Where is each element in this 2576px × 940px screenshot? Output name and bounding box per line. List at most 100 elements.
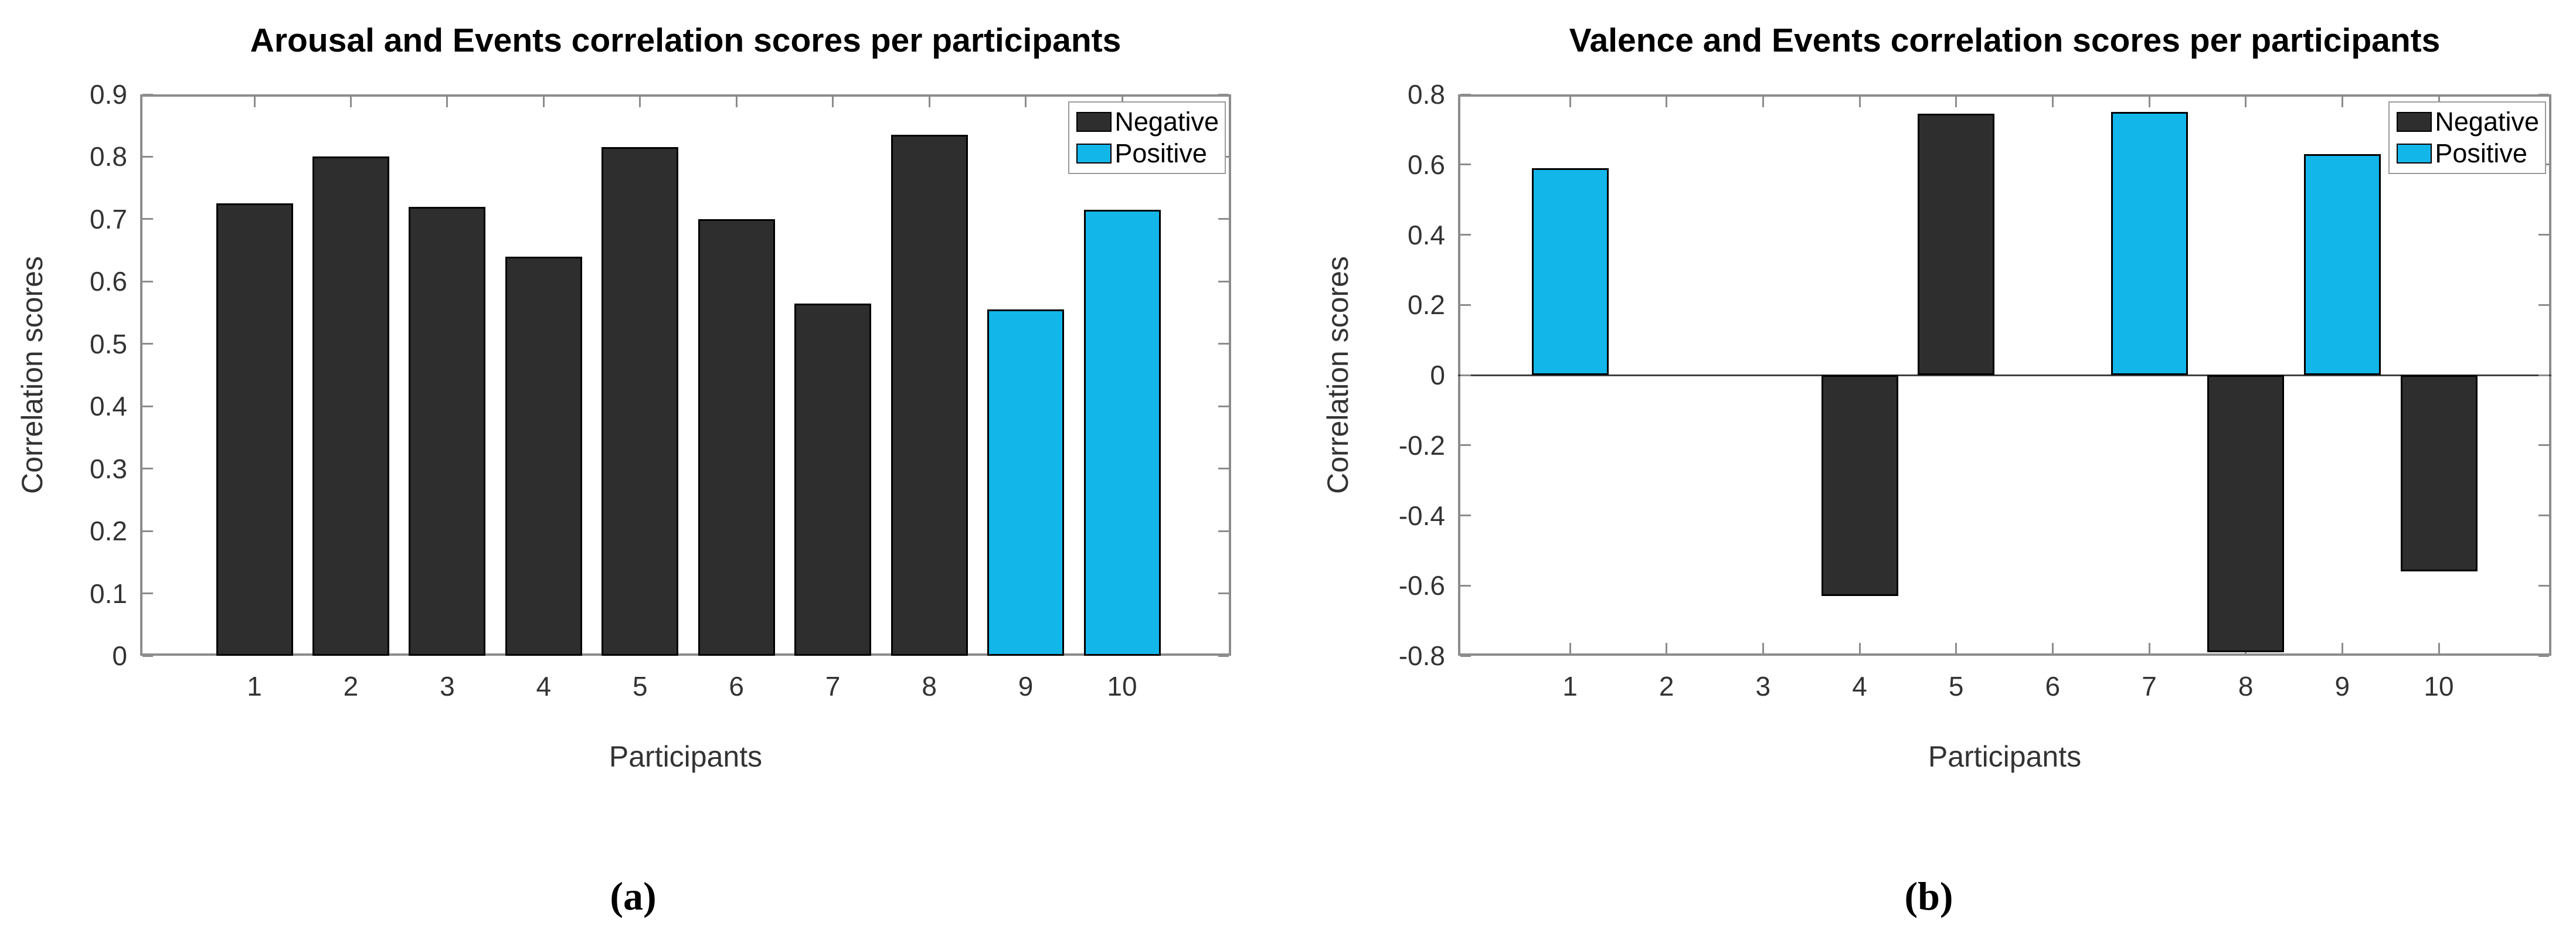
y-tick-left bbox=[1460, 234, 1471, 236]
bar-participant-5 bbox=[1918, 113, 1995, 375]
x-tick-label: 5 bbox=[1948, 671, 1964, 701]
y-tick-left bbox=[142, 405, 153, 407]
x-tick-top bbox=[253, 97, 256, 107]
y-tick-left bbox=[1460, 584, 1471, 587]
bar-participant-8 bbox=[2207, 375, 2285, 652]
x-tick-label: 7 bbox=[2142, 671, 2157, 701]
x-tick-top bbox=[1762, 97, 1764, 107]
x-tick-label: 9 bbox=[2334, 671, 2350, 701]
panel-b-xlabel: Participants bbox=[1928, 740, 2082, 773]
x-tick-top bbox=[446, 97, 448, 107]
y-tick-left bbox=[142, 343, 153, 345]
y-tick-left bbox=[142, 530, 153, 532]
x-tick-top bbox=[2051, 97, 2054, 107]
legend-swatch-positive bbox=[2397, 144, 2432, 164]
x-tick-label: 6 bbox=[2045, 671, 2061, 701]
x-tick-label: 10 bbox=[2424, 671, 2454, 701]
x-tick-top bbox=[639, 97, 641, 107]
legend-swatch-negative bbox=[1076, 112, 1112, 132]
x-tick-bottom bbox=[1858, 643, 1861, 653]
zero-line bbox=[1458, 374, 2551, 376]
bar-participant-9 bbox=[2303, 154, 2381, 375]
y-tick-left bbox=[1460, 374, 1471, 376]
bar-participant-5 bbox=[601, 147, 679, 656]
x-tick-label: 5 bbox=[632, 671, 648, 701]
bar-participant-10 bbox=[1083, 209, 1161, 656]
bar-participant-9 bbox=[987, 309, 1065, 656]
legend-item: Positive bbox=[1076, 139, 1219, 168]
y-tick-right bbox=[1218, 468, 1229, 470]
legend-label: Positive bbox=[2435, 138, 2527, 168]
legend: Negative Positive bbox=[1068, 101, 1226, 174]
y-tick-label: 0.4 bbox=[1408, 219, 1445, 250]
legend-label: Positive bbox=[1114, 138, 1207, 168]
y-tick-label: 0.7 bbox=[90, 203, 127, 234]
x-tick-bottom bbox=[2148, 643, 2150, 653]
y-tick-left bbox=[1460, 515, 1471, 516]
y-tick-right bbox=[1218, 218, 1229, 220]
axis-spine-bottom bbox=[140, 653, 1231, 656]
y-tick-label: -0.2 bbox=[1398, 430, 1445, 461]
x-tick-label: 8 bbox=[2238, 671, 2254, 701]
panel-b-ylabel: Correlation scores bbox=[1321, 256, 1354, 494]
x-tick-bottom bbox=[2051, 643, 2054, 653]
legend-label: Negative bbox=[1114, 107, 1219, 137]
bar-participant-8 bbox=[891, 135, 968, 656]
x-tick-bottom bbox=[2341, 643, 2343, 653]
x-tick-label: 1 bbox=[1562, 671, 1578, 701]
x-tick-label: 2 bbox=[1659, 671, 1674, 701]
legend-item: Negative bbox=[1076, 108, 1219, 136]
x-tick-label: 3 bbox=[440, 671, 455, 701]
y-tick-label: 0.9 bbox=[90, 79, 127, 110]
y-tick-label: 0.5 bbox=[90, 328, 127, 359]
x-tick-top bbox=[2341, 97, 2343, 107]
y-tick-label: 0.4 bbox=[90, 391, 127, 422]
y-tick-left bbox=[142, 155, 153, 158]
x-tick-bottom bbox=[1762, 643, 1764, 653]
y-tick-label: 0.3 bbox=[90, 453, 127, 484]
x-tick-bottom bbox=[1955, 643, 1958, 653]
y-tick-label: -0.6 bbox=[1398, 570, 1445, 601]
axis-spine-left bbox=[140, 94, 142, 656]
y-tick-label: 0 bbox=[112, 641, 127, 671]
legend-item: Positive bbox=[2397, 139, 2539, 168]
bar-participant-7 bbox=[794, 303, 872, 656]
legend-swatch-negative bbox=[2397, 112, 2432, 132]
y-tick-right bbox=[1218, 655, 1229, 657]
x-tick-label: 2 bbox=[343, 671, 359, 701]
axis-spine-right bbox=[1229, 94, 1231, 656]
y-tick-right bbox=[1218, 592, 1229, 595]
x-tick-top bbox=[349, 97, 352, 107]
panel-b-title: Valence and Events correlation scores pe… bbox=[1569, 22, 2441, 59]
bar-participant-4 bbox=[505, 256, 582, 656]
bar-participant-1 bbox=[1531, 168, 1609, 375]
y-tick-right bbox=[2538, 584, 2549, 587]
panel-b-axes: -0.8 -0.6 -0.4 -0.2 0 0.2 0.4 0.6 0.8 1 2 3 4 5 6 7 8 9 10… bbox=[1399, 79, 2551, 701]
x-tick-top bbox=[542, 97, 545, 107]
y-tick-label: 0.2 bbox=[90, 516, 127, 547]
x-tick-bottom bbox=[2438, 643, 2440, 653]
x-tick-top bbox=[1569, 97, 1571, 107]
x-tick-label: 4 bbox=[536, 671, 552, 701]
y-tick-left bbox=[142, 93, 153, 96]
y-tick-label: 0.1 bbox=[90, 578, 127, 609]
x-tick-label: 1 bbox=[247, 671, 262, 701]
y-tick-left bbox=[1460, 93, 1471, 96]
x-tick-top bbox=[1666, 97, 1668, 107]
y-tick-right bbox=[2538, 93, 2549, 96]
axis-spine-bottom bbox=[1458, 653, 2551, 656]
x-tick-top bbox=[735, 97, 738, 107]
y-tick-left bbox=[1460, 164, 1471, 166]
y-tick-label: -0.4 bbox=[1398, 500, 1445, 531]
x-tick-label: 4 bbox=[1852, 671, 1867, 701]
axis-spine-top bbox=[140, 94, 1231, 97]
y-tick-right bbox=[1218, 405, 1229, 407]
x-tick-label: 10 bbox=[1107, 671, 1137, 701]
bar-participant-3 bbox=[409, 206, 486, 656]
bar-participant-10 bbox=[2400, 375, 2478, 572]
legend-item: Negative bbox=[2397, 108, 2539, 136]
y-tick-label: 0.2 bbox=[1408, 290, 1445, 321]
y-tick-right bbox=[2538, 444, 2549, 447]
x-tick-label: 3 bbox=[1755, 671, 1771, 701]
